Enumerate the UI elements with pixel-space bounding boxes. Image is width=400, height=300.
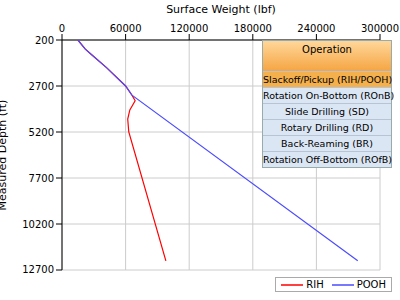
html-text:Operation: Operation bbox=[302, 44, 352, 55]
svg-text:7700: 7700 bbox=[29, 173, 54, 184]
svg-text:12700: 12700 bbox=[22, 264, 54, 275]
svg-text:Measured Depth (ft): Measured Depth (ft) bbox=[8, 100, 9, 211]
svg-text:10200: 10200 bbox=[22, 219, 54, 230]
svg-text:5200: 5200 bbox=[29, 127, 54, 138]
svg-text:300000: 300000 bbox=[361, 23, 392, 34]
html-text:Rotary Drilling (RD): Rotary Drilling (RD) bbox=[280, 122, 374, 133]
svg-text:60000: 60000 bbox=[110, 23, 142, 34]
html-text:Back-Reaming (BR): Back-Reaming (BR) bbox=[281, 138, 373, 149]
html-text:Rotation Off-Bottom (ROfB): Rotation Off-Bottom (ROfB) bbox=[263, 154, 393, 165]
html-text:Slackoff/Pickup (RIH/POOH): Slackoff/Pickup (RIH/POOH) bbox=[263, 74, 393, 85]
svg-text:200: 200 bbox=[35, 35, 54, 46]
html-text:Rotation On-Bottom (ROnB): Rotation On-Bottom (ROnB) bbox=[263, 90, 395, 101]
svg-text:2700: 2700 bbox=[29, 81, 54, 92]
html-text:RIH: RIH bbox=[306, 279, 324, 290]
svg-text:120000: 120000 bbox=[170, 23, 208, 34]
html-text:Slide Drilling (SD): Slide Drilling (SD) bbox=[285, 106, 369, 117]
svg-text:0: 0 bbox=[59, 23, 65, 34]
svg-text:240000: 240000 bbox=[297, 23, 335, 34]
svg-text:Surface Weight (lbf): Surface Weight (lbf) bbox=[166, 3, 276, 16]
html-text:POOH: POOH bbox=[356, 279, 386, 290]
svg-text:180000: 180000 bbox=[234, 23, 272, 34]
